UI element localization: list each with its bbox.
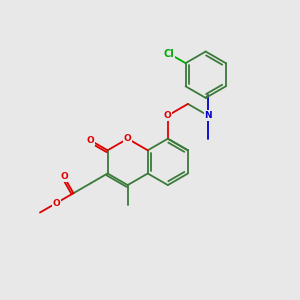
Text: O: O: [52, 199, 60, 208]
Text: Cl: Cl: [164, 49, 175, 58]
Text: N: N: [204, 111, 212, 120]
Text: O: O: [164, 111, 172, 120]
Text: O: O: [87, 136, 94, 145]
Text: O: O: [124, 134, 132, 143]
Text: O: O: [60, 172, 68, 181]
